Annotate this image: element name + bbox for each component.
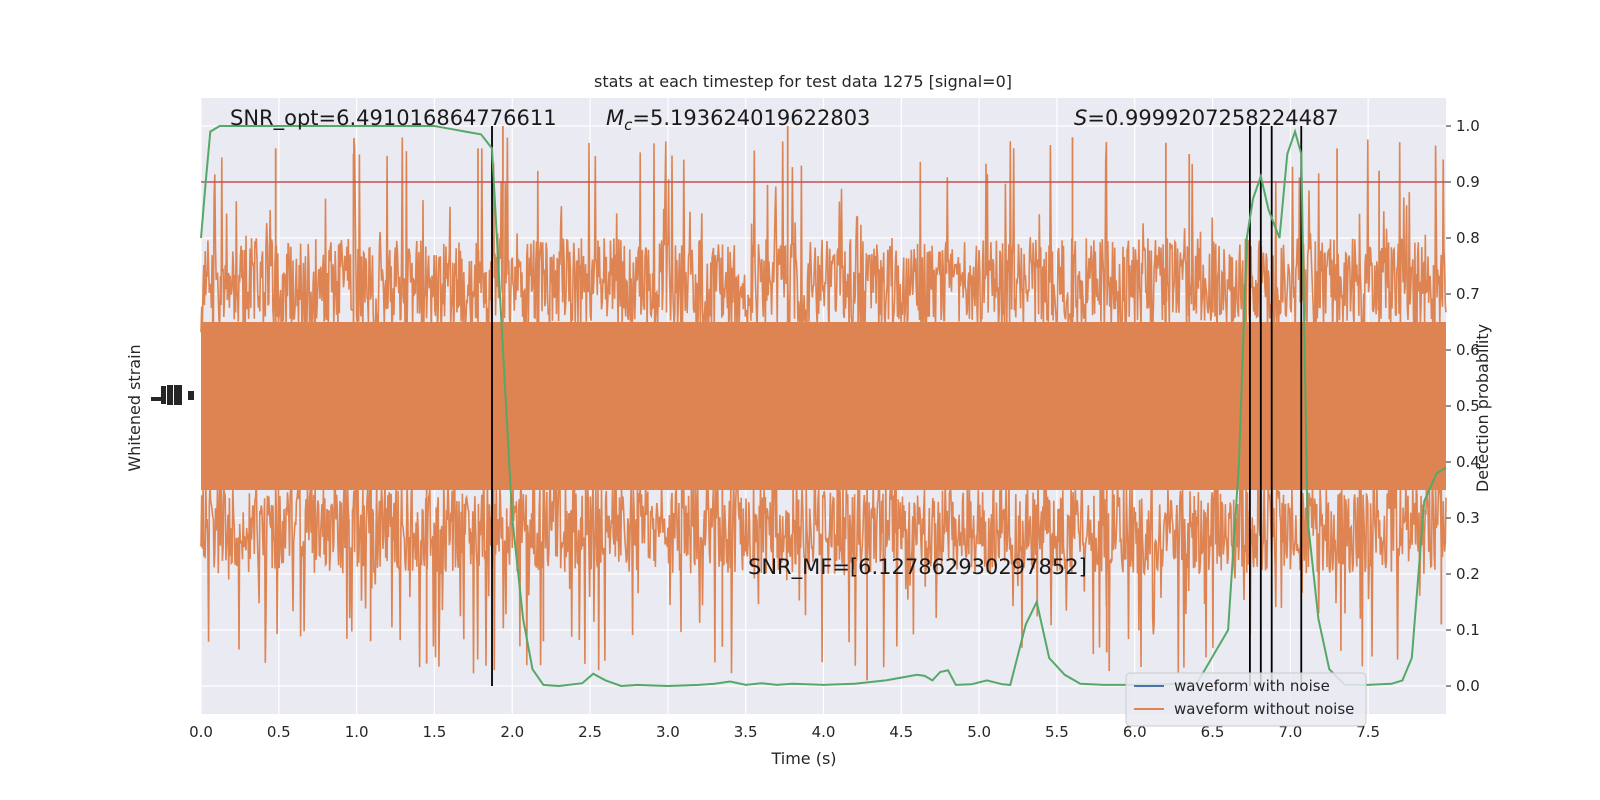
legend: waveform with noise waveform without noi… <box>1125 672 1367 727</box>
y-tick-label: 0.5 <box>1456 397 1480 415</box>
noise-lower-trace <box>200 477 1447 674</box>
x-tick-label: 3.5 <box>734 723 758 741</box>
noise-band <box>201 322 1446 490</box>
y-tick-label: 1.0 <box>1456 117 1480 135</box>
spin-symbol: S <box>1074 106 1087 130</box>
legend-label-with-noise: waveform with noise <box>1174 677 1330 695</box>
spin-value: =0.9999207258224487 <box>1087 106 1338 130</box>
snr-mf-annotation: SNR_MF=[6.127862930297852] <box>748 555 1087 580</box>
y-tick-label: 0.2 <box>1456 565 1480 583</box>
x-tick-label: 5.5 <box>1045 723 1069 741</box>
x-tick-label: 0.0 <box>189 723 213 741</box>
chirp-mass-value: =5.193624019622803 <box>632 106 870 130</box>
x-tick-label: 4.5 <box>889 723 913 741</box>
y-tick-label: 0.1 <box>1456 621 1480 639</box>
x-tick-label: 7.0 <box>1278 723 1302 741</box>
right-axis-label: Detection probability <box>1473 324 1492 492</box>
x-axis-ticks: 0.0 0.5 1.0 1.5 2.0 2.5 3.0 3.5 4.0 4.5 5.0 5.5 6.0 6… <box>189 723 1380 741</box>
x-tick-label: 1.5 <box>423 723 447 741</box>
y-tick-label: 0.9 <box>1456 173 1480 191</box>
x-tick-label: 1.0 <box>345 723 369 741</box>
x-tick-label: 5.0 <box>967 723 991 741</box>
x-axis-label: Time (s) <box>770 749 836 768</box>
x-tick-label: 0.5 <box>267 723 291 741</box>
spin-annotation: S=0.9999207258224487 <box>1074 106 1339 130</box>
x-tick-label: 2.0 <box>500 723 524 741</box>
y-tick-label: 0.8 <box>1456 229 1480 247</box>
x-tick-label: 2.5 <box>578 723 602 741</box>
legend-box <box>1125 672 1367 727</box>
x-tick-label: 4.0 <box>812 723 836 741</box>
left-axis-label: Whitened strain <box>125 344 144 471</box>
x-tick-label: 6.0 <box>1123 723 1147 741</box>
snr-opt-annotation: SNR_opt=6.491016864776611 <box>230 106 557 131</box>
y-tick-label: 0.0 <box>1456 677 1480 695</box>
chirp-mass-symbol: M <box>606 106 624 130</box>
y-tick-label: 0.3 <box>1456 509 1480 527</box>
noise-upper-trace <box>200 137 1447 334</box>
chirp-mass-annotation: Mc=5.193624019622803 <box>606 106 870 134</box>
chart-title: stats at each timestep for test data 127… <box>594 72 1012 91</box>
y-tick-label: 0.6 <box>1456 341 1480 359</box>
probability-line <box>200 125 1447 688</box>
y-tick-label: 0.7 <box>1456 285 1480 303</box>
x-tick-label: 7.5 <box>1356 723 1380 741</box>
right-axis-ticks: 0.0 0.1 0.2 0.3 0.4 0.5 0.6 0.7 0.8 0.9 1.0 <box>1446 117 1480 695</box>
legend-label-without-noise: waveform without noise <box>1174 700 1354 718</box>
x-tick-label: 6.5 <box>1201 723 1225 741</box>
probability-series <box>200 125 1447 688</box>
y-tick-label: 0.4 <box>1456 453 1480 471</box>
x-tick-label: 3.0 <box>656 723 680 741</box>
left-axis-tick-glyphs <box>151 385 194 405</box>
chirp-mass-subscript: c <box>624 116 633 134</box>
